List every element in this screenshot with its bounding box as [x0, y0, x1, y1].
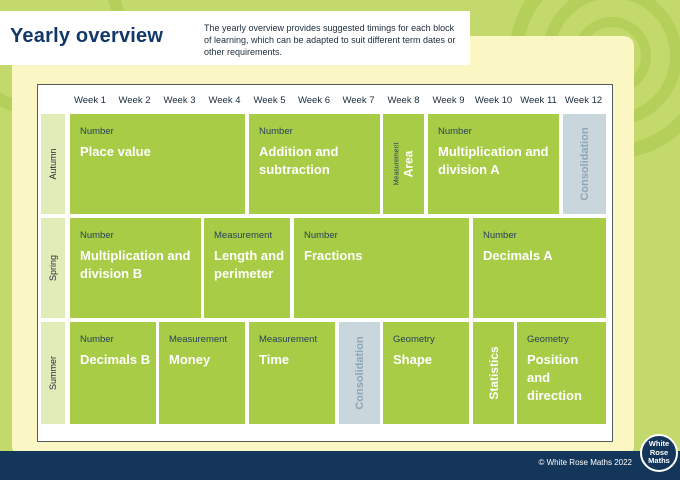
block-consolidation-summer: Consolidation	[339, 322, 380, 424]
block-area: Measurement Area	[383, 114, 424, 214]
week-header: Week 4	[208, 95, 241, 106]
week-header: Week 12	[564, 95, 603, 106]
week-header: Week 8	[387, 95, 420, 106]
white-rose-maths-logo: White Rose Maths	[640, 434, 678, 472]
title-box	[0, 11, 470, 65]
block-statistics: Statistics	[473, 322, 514, 424]
week-header: Week 2	[118, 95, 151, 106]
week-header: Week 5	[253, 95, 286, 106]
term-label-summer: Summer	[41, 322, 65, 424]
week-header: Week 6	[297, 95, 331, 106]
block-place-value: Number Place value	[70, 114, 245, 214]
block-decimals-b: Number Decimals B	[70, 322, 156, 424]
week-header: Week 1	[73, 95, 107, 106]
block-position-direction: Geometry Position and direction	[517, 322, 606, 424]
page-title: Yearly overview	[10, 25, 164, 47]
block-shape: Geometry Shape	[383, 322, 469, 424]
intro-text: The yearly overview provides suggested t…	[204, 23, 456, 57]
block-multiplication-division-b: Number Multiplication and division B	[70, 218, 201, 318]
term-label-spring: Spring	[41, 218, 65, 318]
week-header: Week 11	[520, 95, 557, 106]
week-header: Week 7	[342, 95, 375, 106]
block-time: Measurement Time	[249, 322, 335, 424]
week-header: Week 3	[163, 95, 196, 106]
block-length-perimeter: Measurement Length and perimeter	[204, 218, 290, 318]
term-label-autumn: Autumn	[41, 114, 65, 214]
block-consolidation-autumn: Consolidation	[563, 114, 606, 214]
block-money: Measurement Money	[159, 322, 245, 424]
footer-bar	[0, 451, 680, 480]
block-decimals-a: Number Decimals A	[473, 218, 606, 318]
week-header: Week 10	[474, 95, 513, 106]
week-header: Week 9	[432, 95, 465, 106]
block-addition-subtraction: Number Addition and subtraction	[249, 114, 380, 214]
copyright-text: © White Rose Maths 2022	[538, 458, 633, 467]
block-multiplication-division-a: Number Multiplication and division A	[428, 114, 559, 214]
block-fractions: Number Fractions	[294, 218, 469, 318]
